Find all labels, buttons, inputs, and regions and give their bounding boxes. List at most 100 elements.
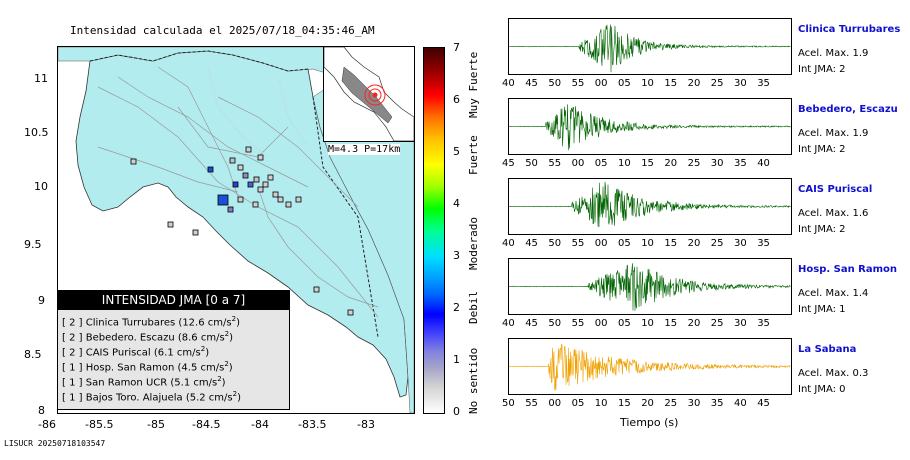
time-tick: 15 bbox=[664, 78, 678, 89]
epicenter-marker bbox=[364, 84, 386, 106]
land-east bbox=[312, 86, 414, 413]
colorbar-tick: 7 bbox=[453, 41, 460, 54]
seismogram-trace[interactable] bbox=[508, 258, 792, 315]
waveform-svg bbox=[508, 104, 791, 151]
max-acceleration: Acel. Max. 1.6 bbox=[798, 208, 869, 219]
station-marker bbox=[217, 194, 229, 206]
colorbar-category: No sentido bbox=[467, 347, 480, 414]
time-tick: 20 bbox=[687, 318, 701, 329]
max-acceleration: Acel. Max. 0.3 bbox=[798, 368, 869, 379]
jma-intensity: Int JMA: 2 bbox=[798, 64, 846, 75]
lon-tick: -83.5 bbox=[298, 418, 327, 431]
time-tick: 05 bbox=[618, 238, 631, 249]
station-marker bbox=[267, 174, 274, 181]
intensity-legend: INTENSIDAD JMA [0 a 7] [ 2 ] Clinica Tur… bbox=[57, 290, 290, 410]
time-tick: 45 bbox=[525, 318, 538, 329]
time-tick: 30 bbox=[734, 78, 747, 89]
lon-tick: -85 bbox=[147, 418, 165, 431]
epicenter-marker bbox=[372, 92, 378, 98]
lat-tick: 9 bbox=[38, 294, 45, 307]
time-tick: 05 bbox=[571, 398, 585, 409]
inset-magnitude-label: M=4.3 P=17km bbox=[328, 144, 401, 155]
station-marker bbox=[167, 221, 174, 228]
station-marker bbox=[257, 154, 264, 161]
time-tick: 15 bbox=[618, 398, 631, 409]
time-tick: 05 bbox=[618, 318, 631, 329]
time-tick: 30 bbox=[687, 398, 701, 409]
jma-intensity: Int JMA: 2 bbox=[798, 144, 846, 155]
max-acceleration: Acel. Max. 1.9 bbox=[798, 48, 869, 59]
legend-title: INTENSIDAD JMA [0 a 7] bbox=[58, 291, 289, 310]
time-tick: 55 bbox=[571, 238, 585, 249]
country-border bbox=[89, 50, 309, 72]
map-title: Intensidad calculada el 2025/07/18_04:35… bbox=[70, 24, 375, 37]
land-area bbox=[75, 50, 409, 398]
jma-intensity: Int JMA: 2 bbox=[798, 224, 846, 235]
station-marker bbox=[227, 206, 234, 213]
time-tick: 00 bbox=[594, 238, 608, 249]
legend-row: [ 1 ] San Ramon UCR (5.1 cm/s2) bbox=[62, 375, 226, 389]
lon-tick: -85.5 bbox=[85, 418, 114, 431]
time-tick: 30 bbox=[734, 238, 747, 249]
time-tick: 00 bbox=[548, 398, 562, 409]
time-tick: 15 bbox=[664, 238, 678, 249]
station-marker bbox=[245, 146, 252, 153]
station-marker bbox=[237, 164, 244, 171]
epicenter-marker bbox=[368, 88, 382, 102]
time-tick: 40 bbox=[502, 318, 515, 329]
lat-tick: 10 bbox=[34, 180, 48, 193]
colorbar-tick: 5 bbox=[453, 145, 460, 158]
time-tick: 50 bbox=[548, 318, 562, 329]
station-name: CAIS Puriscal bbox=[798, 184, 873, 195]
time-tick: 50 bbox=[548, 78, 562, 89]
time-tick: 15 bbox=[641, 158, 654, 169]
time-tick: 40 bbox=[502, 78, 515, 89]
colorbar-tick: 6 bbox=[453, 93, 460, 106]
station-name: Clinica Turrubares bbox=[798, 24, 901, 35]
colorbar-tick: 0 bbox=[453, 405, 460, 418]
time-tick: 05 bbox=[594, 158, 608, 169]
waveform-line bbox=[508, 104, 791, 151]
roads bbox=[97, 66, 379, 318]
colorbar-category: Debil bbox=[467, 290, 480, 324]
time-tick: 10 bbox=[641, 318, 654, 329]
lon-tick: -84 bbox=[251, 418, 269, 431]
station-marker bbox=[285, 201, 292, 208]
time-tick: 25 bbox=[687, 158, 701, 169]
seismogram-trace[interactable] bbox=[508, 178, 792, 235]
seismogram-trace[interactable] bbox=[508, 338, 792, 395]
lat-tick: 8 bbox=[38, 404, 45, 417]
lat-tick: 8.5 bbox=[24, 348, 42, 361]
time-tick: 45 bbox=[525, 238, 538, 249]
station-name: Hosp. San Ramon bbox=[798, 264, 898, 275]
seismogram-trace[interactable] bbox=[508, 18, 792, 75]
waveform-svg bbox=[509, 344, 791, 391]
time-tick: 50 bbox=[525, 158, 538, 169]
time-tick: 20 bbox=[687, 78, 701, 89]
time-tick: 45 bbox=[757, 398, 770, 409]
time-tick: 00 bbox=[571, 158, 585, 169]
max-acceleration: Acel. Max. 1.4 bbox=[798, 288, 869, 299]
seismogram-trace[interactable] bbox=[508, 98, 792, 155]
rivers bbox=[207, 66, 309, 158]
station-marker bbox=[242, 172, 249, 179]
time-tick: 55 bbox=[571, 318, 585, 329]
station-marker bbox=[253, 176, 260, 183]
station-marker bbox=[207, 166, 214, 173]
colorbar-tick: 3 bbox=[453, 249, 460, 262]
colorbar-tick: 4 bbox=[453, 197, 460, 210]
time-tick: 45 bbox=[502, 158, 515, 169]
legend-row: [ 1 ] Hosp. San Ramon (4.5 cm/s2) bbox=[62, 360, 233, 374]
time-tick: 00 bbox=[594, 318, 608, 329]
waveform-line bbox=[509, 344, 791, 391]
station-marker bbox=[229, 157, 236, 164]
station-marker bbox=[277, 196, 284, 203]
time-tick: 10 bbox=[594, 398, 608, 409]
legend-row: [ 2 ] CAIS Puriscal (6.1 cm/s2) bbox=[62, 345, 210, 359]
station-name: La Sabana bbox=[798, 344, 857, 355]
inset-map bbox=[323, 46, 415, 142]
waveform-line bbox=[508, 24, 791, 73]
max-acceleration: Acel. Max. 1.9 bbox=[798, 128, 869, 139]
costa-rica-map[interactable] bbox=[58, 47, 414, 413]
lat-tick: 9.5 bbox=[24, 238, 42, 251]
